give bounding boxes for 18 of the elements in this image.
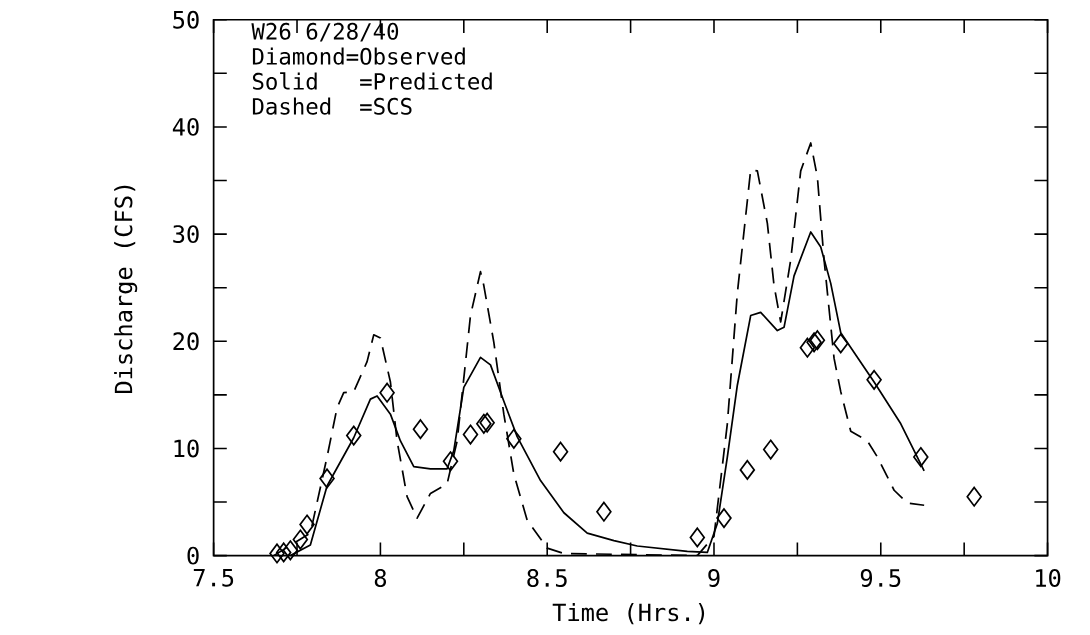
y-tick-label: 10 [174, 439, 199, 458]
x-tick-label: 10 [1036, 569, 1061, 588]
annotation: Dashed =SCS [252, 97, 412, 115]
annotation: Solid =Predicted [252, 72, 492, 90]
y-axis-title: Discharge (CFS) [114, 185, 138, 394]
y-tick-label: 30 [173, 225, 199, 244]
y-tick-label: 20 [173, 332, 199, 351]
chart-title: W26 6/28/40 [251, 23, 399, 42]
x-tick-label: 9 [708, 569, 720, 588]
y-tick-label: 0 [187, 546, 199, 565]
annotation: Diamond=Observed [252, 47, 465, 65]
x-tick-label: 7.5 [193, 569, 234, 587]
x-axis-title: Time (Hrs.) [552, 603, 705, 625]
y-tick-label: 40 [172, 118, 199, 137]
x-tick-label: 8 [374, 569, 387, 588]
x-tick-label: 8.5 [527, 569, 567, 588]
y-tick-label: 50 [173, 10, 199, 29]
x-tick-label: 9.5 [860, 569, 901, 588]
